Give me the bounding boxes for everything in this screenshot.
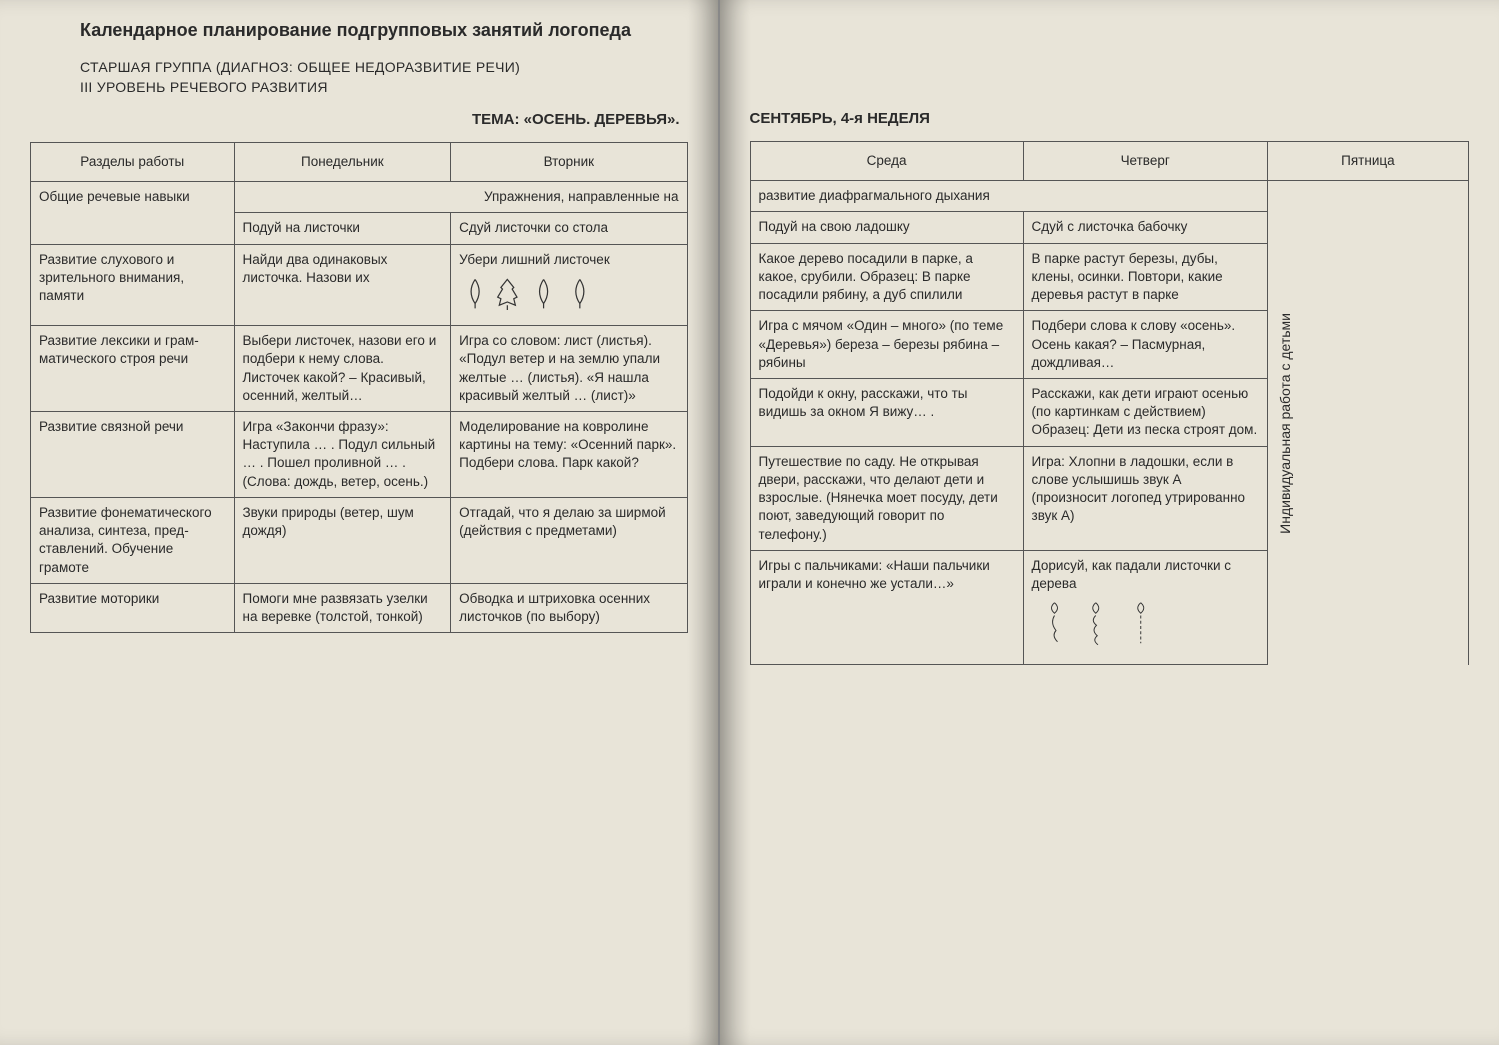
header-row-right: Среда Четверг Пятница [750, 142, 1468, 181]
phonematic-tuesday: Отгадай, что я делаю за ширмой (действия… [451, 497, 687, 583]
subtitle-level: III УРОВЕНЬ РЕЧЕВОГО РАЗВИТИЯ [80, 79, 688, 95]
general-speech-span-row-r: развитие диафрагмального дыхания Индивид… [750, 181, 1468, 212]
header-row: Разделы работы Понедельник Вторник [31, 143, 688, 182]
phonematic-monday: Звуки природы (ветер, шум дождя) [234, 497, 451, 583]
general-speech-tuesday: Сдуй листочки со стола [451, 213, 687, 244]
auditory-tuesday: Убери лишний листочек [451, 244, 687, 325]
auditory-row: Развитие слухового и зрительного внимани… [31, 244, 688, 325]
general-speech-span: Упражнения, направленные на [234, 182, 687, 213]
connected-monday: Игра «Закончи фразу»: Наступила … . Поду… [234, 411, 451, 497]
col-tuesday: Вторник [451, 143, 687, 182]
auditory-tuesday-text: Убери лишний листочек [459, 252, 610, 267]
connected-row: Развитие связной речи Игра «Закончи фраз… [31, 411, 688, 497]
col-wednesday: Среда [750, 142, 1023, 181]
schedule-table-left: Разделы работы Понедельник Вторник Общие… [30, 142, 688, 633]
connected-section: Развитие связной речи [31, 411, 235, 497]
friday-vertical-text: Индивидуальная работа с детьми [1276, 313, 1295, 534]
right-page: СЕНТЯБРЬ, 4-я НЕДЕЛЯ Среда Четверг Пятни… [720, 0, 1499, 1045]
lexis-tuesday: Игра со словом: лист (листья). «Подул ве… [451, 326, 687, 412]
phonematic-thursday: Игра: Хлопни в ладошки, если в слове усл… [1023, 446, 1267, 550]
week-label: СЕНТЯБРЬ, 4-я НЕДЕЛЯ [750, 110, 1469, 127]
friday-cell: Индивидуальная работа с детьми [1267, 181, 1468, 665]
phonematic-wednesday: Путешествие по саду. Не открывая двери, … [750, 446, 1023, 550]
connected-thursday: Расскажи, как дети играют осенью (по кар… [1023, 378, 1267, 446]
main-title: Календарное планирование подгрупповых за… [80, 20, 688, 41]
col-monday: Понедельник [234, 143, 451, 182]
schedule-table-right: Среда Четверг Пятница развитие диафрагма… [750, 141, 1469, 665]
auditory-section: Развитие слухового и зрительного внимани… [31, 244, 235, 325]
left-page: Календарное планирование подгрупповых за… [0, 0, 720, 1045]
subtitle-group: СТАРШАЯ ГРУППА (ДИАГНОЗ: ОБЩЕЕ НЕДОРАЗВИ… [80, 59, 688, 75]
auditory-monday: Найди два одинаковых листочка. Назови их [234, 244, 451, 325]
general-speech-monday: Подуй на листочки [234, 213, 451, 244]
general-speech-span-r: развитие диафрагмального дыхания [750, 181, 1267, 212]
falling-leaves-icon [1032, 593, 1182, 653]
lexis-section: Развитие лексики и грам­матического стро… [31, 326, 235, 412]
leaf-shapes-icon [459, 269, 604, 314]
phonematic-section: Развитие фонематического анализа, синтез… [31, 497, 235, 583]
theme-label: ТЕМА: «ОСЕНЬ. ДЕРЕВЬЯ». [30, 111, 680, 128]
motor-tuesday: Обводка и штриховка осенних листочков (п… [451, 583, 687, 632]
motor-thursday: Дорисуй, как падали листочки с дерева [1023, 550, 1267, 665]
motor-section: Развитие моторики [31, 583, 235, 632]
phonematic-row: Развитие фонематического анализа, синтез… [31, 497, 688, 583]
motor-row: Развитие моторики Помоги мне развязать у… [31, 583, 688, 632]
motor-thursday-text: Дорисуй, как падали листочки с дерева [1032, 558, 1232, 591]
lexis-thursday: Подбери слова к слову «осень». Осень как… [1023, 311, 1267, 379]
col-sections: Разделы работы [31, 143, 235, 182]
motor-wednesday: Игры с пальчиками: «Наши пальчики играли… [750, 550, 1023, 665]
motor-monday: Помоги мне развязать узелки на веревке (… [234, 583, 451, 632]
auditory-wednesday: Какое дерево посадили в парке, а какое, … [750, 243, 1023, 311]
general-speech-span-row: Общие речевые навыки Упражнения, направл… [31, 182, 688, 213]
general-speech-thursday: Сдуй с листочка бабочку [1023, 212, 1267, 243]
lexis-wednesday: Игра с мячом «Один – много» (по теме «Де… [750, 311, 1023, 379]
auditory-thursday: В парке растут березы, дубы, клены, осин… [1023, 243, 1267, 311]
connected-wednesday: Подойди к окну, расскажи, что ты видишь … [750, 378, 1023, 446]
general-speech-section: Общие речевые навыки [31, 182, 235, 244]
col-friday: Пятница [1267, 142, 1468, 181]
col-thursday: Четверг [1023, 142, 1267, 181]
connected-tuesday: Моделирование на ковро­лине картины на т… [451, 411, 687, 497]
lexis-row: Развитие лексики и грам­матического стро… [31, 326, 688, 412]
lexis-monday: Выбери листочек, назови его и подбери к … [234, 326, 451, 412]
general-speech-wednesday: Подуй на свою ладошку [750, 212, 1023, 243]
